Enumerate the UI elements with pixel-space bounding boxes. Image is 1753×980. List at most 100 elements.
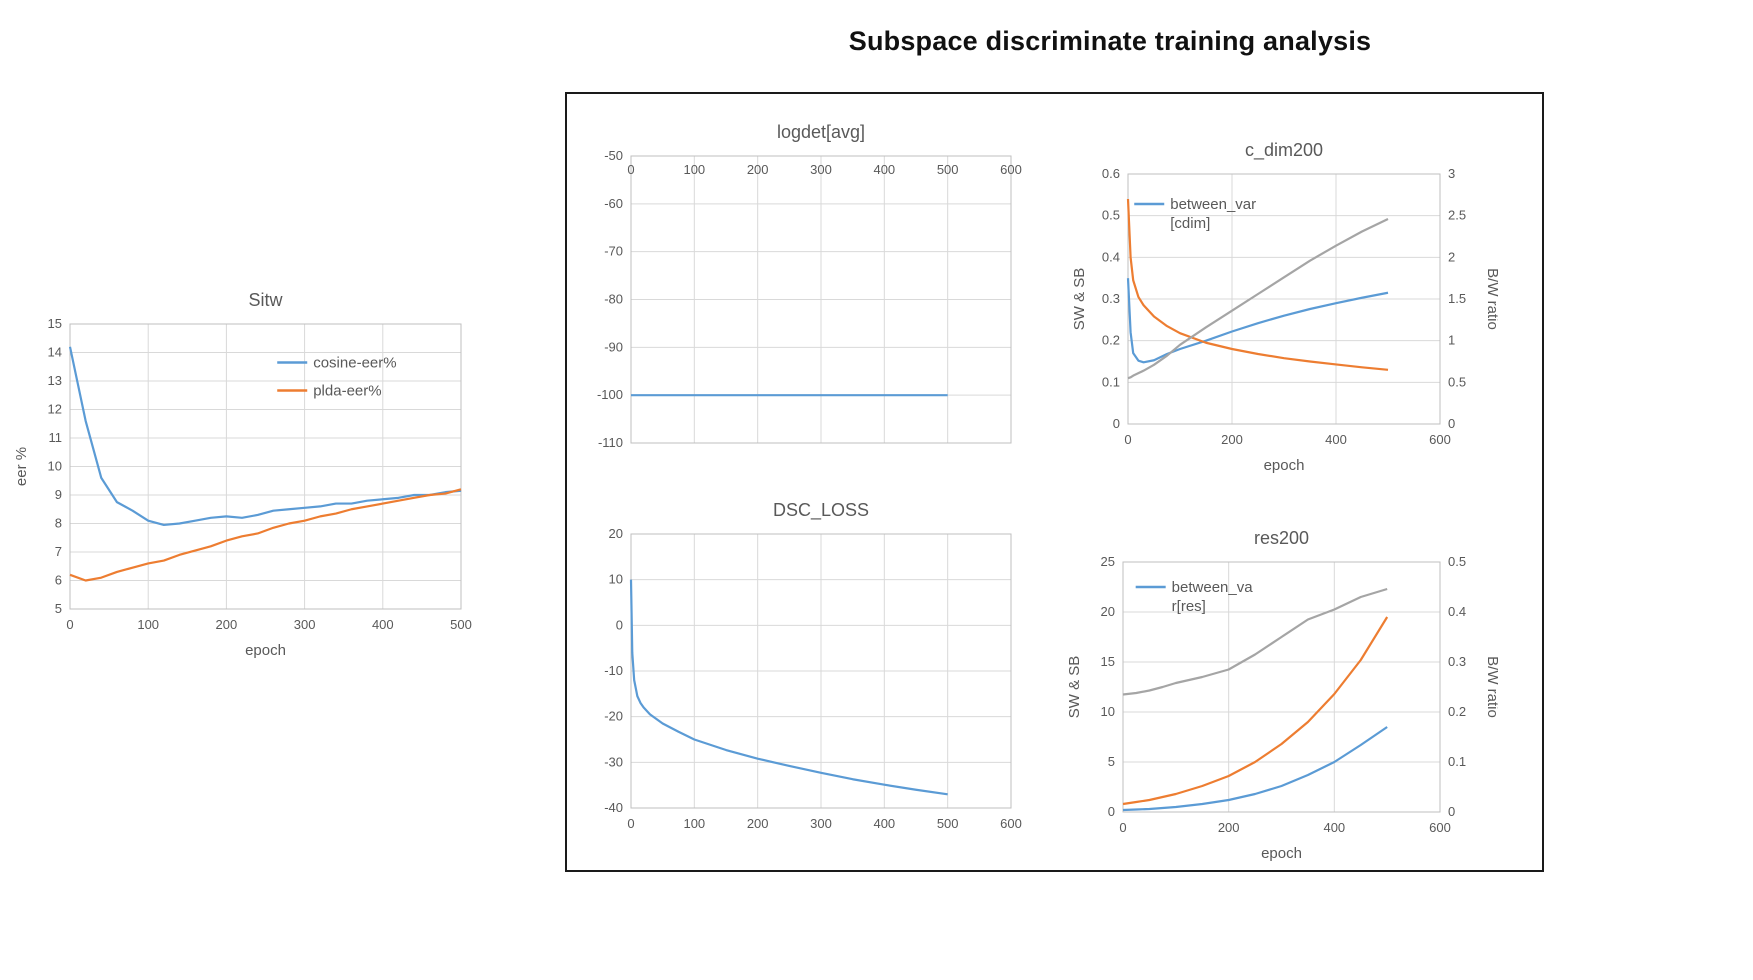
svg-text:100: 100 <box>683 816 705 831</box>
svg-text:between_va: between_va <box>1172 579 1254 596</box>
svg-text:DSC_LOSS: DSC_LOSS <box>773 500 869 521</box>
svg-text:0.4: 0.4 <box>1102 249 1120 264</box>
svg-text:0: 0 <box>1448 804 1455 819</box>
svg-text:600: 600 <box>1429 820 1451 835</box>
svg-text:r[res]: r[res] <box>1172 598 1206 615</box>
svg-text:500: 500 <box>937 162 959 177</box>
svg-text:400: 400 <box>873 162 895 177</box>
svg-text:5: 5 <box>55 601 62 616</box>
svg-text:1: 1 <box>1448 333 1455 348</box>
chart-dsc-loss: DSC_LOSS 0 100 200 300 400 500 600 -40 -30 -20 -10 0… <box>585 490 1025 840</box>
svg-text:400: 400 <box>873 816 895 831</box>
svg-text:epoch: epoch <box>245 642 286 659</box>
svg-text:2.5: 2.5 <box>1448 208 1466 223</box>
svg-text:0.3: 0.3 <box>1448 654 1466 669</box>
svg-text:B/W ratio: B/W ratio <box>1484 656 1498 718</box>
svg-text:300: 300 <box>810 162 832 177</box>
svg-text:7: 7 <box>55 544 62 559</box>
svg-text:0.3: 0.3 <box>1102 291 1120 306</box>
svg-text:15: 15 <box>1101 654 1115 669</box>
svg-text:-40: -40 <box>604 800 623 815</box>
svg-text:c_dim200: c_dim200 <box>1245 140 1323 161</box>
svg-text:200: 200 <box>747 162 769 177</box>
svg-text:-80: -80 <box>604 292 623 307</box>
svg-text:between_var: between_var <box>1170 196 1256 213</box>
svg-text:8: 8 <box>55 516 62 531</box>
svg-text:0: 0 <box>1448 416 1455 431</box>
svg-text:-70: -70 <box>604 244 623 259</box>
svg-text:10: 10 <box>1101 704 1115 719</box>
svg-text:-20: -20 <box>604 709 623 724</box>
svg-text:20: 20 <box>609 526 623 541</box>
page-title: Subspace discriminate training analysis <box>848 26 1372 56</box>
svg-text:-100: -100 <box>597 387 623 402</box>
svg-text:500: 500 <box>450 617 472 632</box>
svg-text:0: 0 <box>1108 804 1115 819</box>
svg-text:res200: res200 <box>1254 528 1309 548</box>
svg-text:0.5: 0.5 <box>1448 374 1466 389</box>
svg-text:3: 3 <box>1448 166 1455 181</box>
svg-text:400: 400 <box>1323 820 1345 835</box>
svg-text:9: 9 <box>55 487 62 502</box>
svg-text:12: 12 <box>48 402 62 417</box>
svg-text:14: 14 <box>48 345 62 360</box>
svg-text:logdet[avg]: logdet[avg] <box>777 122 865 142</box>
svg-text:5: 5 <box>1108 754 1115 769</box>
svg-text:0.5: 0.5 <box>1448 554 1466 569</box>
svg-text:0.1: 0.1 <box>1448 754 1466 769</box>
svg-text:25: 25 <box>1101 554 1115 569</box>
svg-text:600: 600 <box>1000 816 1022 831</box>
svg-text:-10: -10 <box>604 663 623 678</box>
svg-text:epoch: epoch <box>1261 845 1302 862</box>
svg-text:20: 20 <box>1101 604 1115 619</box>
svg-text:0: 0 <box>66 617 73 632</box>
chart-res200: res200 0 200 400 600 epoch 0 5 10 15 20 25 SW & SB 0 0… <box>1063 518 1501 868</box>
svg-text:15: 15 <box>48 316 62 331</box>
svg-text:10: 10 <box>48 459 62 474</box>
svg-text:10: 10 <box>609 572 623 587</box>
svg-text:200: 200 <box>1218 820 1240 835</box>
svg-text:600: 600 <box>1000 162 1022 177</box>
svg-text:600: 600 <box>1429 432 1451 447</box>
svg-text:cosine-eer%: cosine-eer% <box>313 355 396 372</box>
svg-text:1.5: 1.5 <box>1448 291 1466 306</box>
svg-text:200: 200 <box>216 617 238 632</box>
svg-text:SW & SB: SW & SB <box>1066 656 1083 719</box>
svg-text:100: 100 <box>137 617 159 632</box>
svg-text:Sitw: Sitw <box>248 290 283 310</box>
svg-text:300: 300 <box>294 617 316 632</box>
svg-text:0.2: 0.2 <box>1448 704 1466 719</box>
svg-text:11: 11 <box>49 430 63 445</box>
svg-text:500: 500 <box>937 816 959 831</box>
svg-text:0: 0 <box>627 816 634 831</box>
svg-text:plda-eer%: plda-eer% <box>313 383 381 400</box>
svg-text:[cdim]: [cdim] <box>1170 215 1210 232</box>
svg-text:400: 400 <box>372 617 394 632</box>
svg-text:epoch: epoch <box>1264 457 1305 474</box>
svg-text:-60: -60 <box>604 196 623 211</box>
svg-text:0.6: 0.6 <box>1102 166 1120 181</box>
svg-text:200: 200 <box>1221 432 1243 447</box>
svg-text:-50: -50 <box>604 148 623 163</box>
chart-sitw: Sitw 0 100 200 300 400 500 epoch 5 6 7 8 9 10 11 12 13 14… <box>10 280 475 665</box>
svg-text:100: 100 <box>683 162 705 177</box>
svg-text:13: 13 <box>48 373 62 388</box>
svg-text:B/W ratio: B/W ratio <box>1484 268 1498 330</box>
svg-text:2: 2 <box>1448 249 1455 264</box>
chart-c-dim200: c_dim200 0 200 400 600 epoch 0 0.1 0.2 0.3 0.4 0.5 0… <box>1068 130 1501 480</box>
svg-text:-90: -90 <box>604 339 623 354</box>
svg-text:0: 0 <box>1124 432 1131 447</box>
svg-text:SW & SB: SW & SB <box>1071 268 1088 331</box>
svg-text:300: 300 <box>810 816 832 831</box>
svg-text:0: 0 <box>1119 820 1126 835</box>
svg-text:6: 6 <box>55 573 62 588</box>
svg-text:-30: -30 <box>604 754 623 769</box>
svg-text:0: 0 <box>1113 416 1120 431</box>
svg-text:400: 400 <box>1325 432 1347 447</box>
svg-text:0.4: 0.4 <box>1448 604 1466 619</box>
svg-text:0.2: 0.2 <box>1102 333 1120 348</box>
svg-text:0.5: 0.5 <box>1102 208 1120 223</box>
chart-logdet-avg: logdet[avg] 0 100 200 300 400 500 600 -110 -100 -9… <box>585 112 1025 457</box>
svg-text:eer %: eer % <box>13 447 30 486</box>
